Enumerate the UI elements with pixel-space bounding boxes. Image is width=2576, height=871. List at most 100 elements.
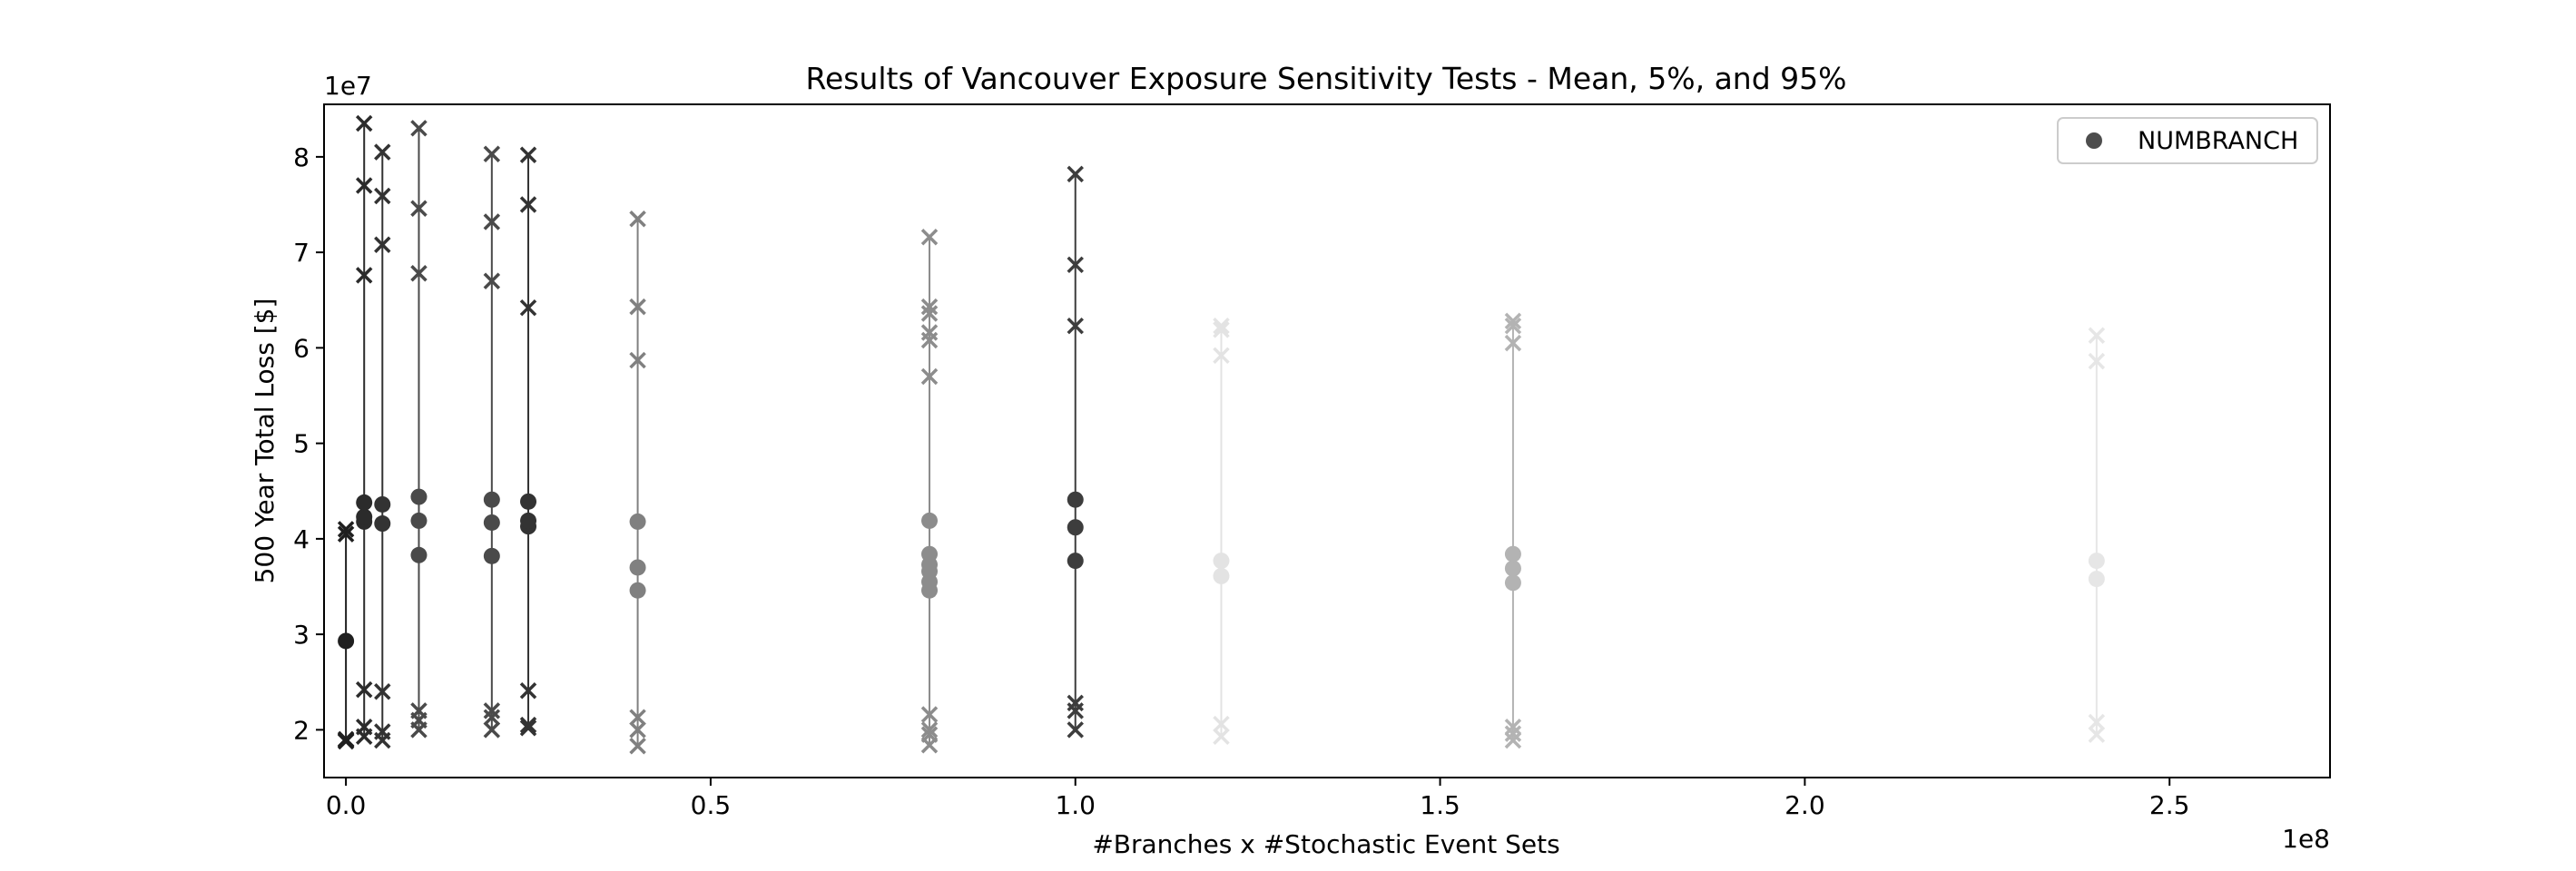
percentile-x-marker <box>410 200 428 217</box>
series-group <box>410 120 428 739</box>
percentile-x-marker <box>483 213 501 230</box>
percentile-x-marker <box>374 236 391 253</box>
percentile-x-marker <box>2088 327 2106 344</box>
percentile-x-marker <box>1213 728 1230 745</box>
series-group <box>355 114 373 745</box>
mean-point <box>1213 553 1230 570</box>
percentile-x-marker <box>1504 312 1522 330</box>
mean-point <box>1067 491 1084 508</box>
percentile-x-marker <box>483 145 501 162</box>
mean-point <box>483 491 500 508</box>
x-tick-label: 1.0 <box>1055 790 1096 820</box>
percentile-x-marker <box>1504 718 1522 736</box>
mean-point <box>921 512 939 529</box>
series-group <box>374 143 391 749</box>
mean-point <box>921 545 939 563</box>
x-axis: 0.0 0.5 1.0 1.5 2.0 2.5 <box>326 778 2190 820</box>
y-tick-label: 2 <box>293 715 310 745</box>
percentile-x-marker <box>629 721 646 739</box>
percentile-x-marker <box>337 525 355 543</box>
percentile-x-marker <box>519 298 537 317</box>
percentile-x-marker <box>920 305 939 322</box>
series-group <box>1504 312 1522 749</box>
mean-point <box>2088 571 2105 588</box>
percentile-x-marker <box>920 324 939 341</box>
series-group <box>483 145 501 739</box>
percentile-x-marker <box>629 210 646 228</box>
mean-point <box>374 515 391 533</box>
mean-point <box>356 494 373 511</box>
percentile-x-marker <box>483 709 501 726</box>
mean-point <box>2088 553 2105 570</box>
y-tick-label: 6 <box>293 333 310 363</box>
percentile-x-marker <box>355 680 373 699</box>
mean-point <box>520 493 537 510</box>
data-marks <box>337 114 2106 755</box>
percentile-x-marker <box>920 721 939 739</box>
percentile-x-marker <box>629 738 646 755</box>
mean-point <box>338 632 355 650</box>
percentile-x-marker <box>920 706 939 723</box>
percentile-x-marker <box>1213 715 1230 733</box>
mean-point <box>374 495 391 513</box>
percentile-x-marker <box>355 267 373 284</box>
mean-point <box>1504 560 1521 577</box>
percentile-x-marker <box>410 120 428 137</box>
percentile-x-marker <box>519 719 537 737</box>
y-tick-label: 4 <box>293 524 310 554</box>
percentile-x-marker <box>355 114 373 132</box>
percentile-x-marker <box>1504 317 1522 335</box>
x-tick-label: 2.5 <box>2149 790 2190 820</box>
percentile-x-marker <box>629 298 646 316</box>
x-tick-label: 2.0 <box>1785 790 1825 820</box>
percentile-x-marker <box>1504 725 1522 742</box>
percentile-x-marker <box>355 177 373 194</box>
y-tick-label: 7 <box>293 238 310 268</box>
mean-point <box>410 546 428 563</box>
series-group <box>629 210 646 755</box>
percentile-x-marker <box>1213 317 1230 335</box>
mean-point <box>1504 545 1521 563</box>
percentile-x-marker <box>374 187 391 205</box>
y-tick-label: 8 <box>293 142 310 172</box>
series-group <box>337 521 355 750</box>
percentile-x-marker <box>2088 726 2106 743</box>
percentile-x-marker <box>1213 347 1230 365</box>
mean-point <box>520 512 537 529</box>
legend: NUMBRANCH <box>2057 117 2318 164</box>
percentile-x-marker <box>920 726 939 743</box>
percentile-x-marker <box>920 367 939 386</box>
y-tick-label: 5 <box>293 429 310 459</box>
x-tick-label: 1.5 <box>1420 790 1460 820</box>
percentile-x-marker <box>920 298 939 316</box>
percentile-x-marker <box>1067 317 1084 335</box>
mean-point <box>483 547 500 564</box>
percentile-x-marker <box>374 723 391 740</box>
percentile-x-marker <box>374 683 391 700</box>
mean-point <box>356 508 373 525</box>
mean-point <box>410 488 428 505</box>
mean-point <box>1067 553 1084 570</box>
percentile-x-marker <box>920 229 939 246</box>
percentile-x-marker <box>483 272 501 289</box>
mean-point <box>1504 574 1521 592</box>
percentile-x-marker <box>2088 352 2106 370</box>
mean-point <box>1067 519 1084 536</box>
y-exponent-label: 1e7 <box>324 71 372 101</box>
mean-point <box>629 513 646 530</box>
mean-point <box>410 512 428 529</box>
chart-title: Results of Vancouver Exposure Sensitivit… <box>806 61 1847 96</box>
legend-label: NUMBRANCH <box>2138 127 2298 155</box>
plot-frame <box>323 103 2331 778</box>
x-axis-label: #Branches x #Stochastic Event Sets <box>1092 829 1559 859</box>
percentile-x-marker <box>483 702 501 719</box>
series-group <box>1213 317 1230 745</box>
percentile-x-marker <box>1067 721 1084 739</box>
percentile-x-marker <box>1213 321 1230 338</box>
percentile-x-marker <box>337 730 355 749</box>
mean-point <box>1213 567 1230 584</box>
mean-point <box>483 514 500 531</box>
percentile-x-marker <box>1067 694 1084 712</box>
percentile-x-marker <box>1504 731 1522 749</box>
